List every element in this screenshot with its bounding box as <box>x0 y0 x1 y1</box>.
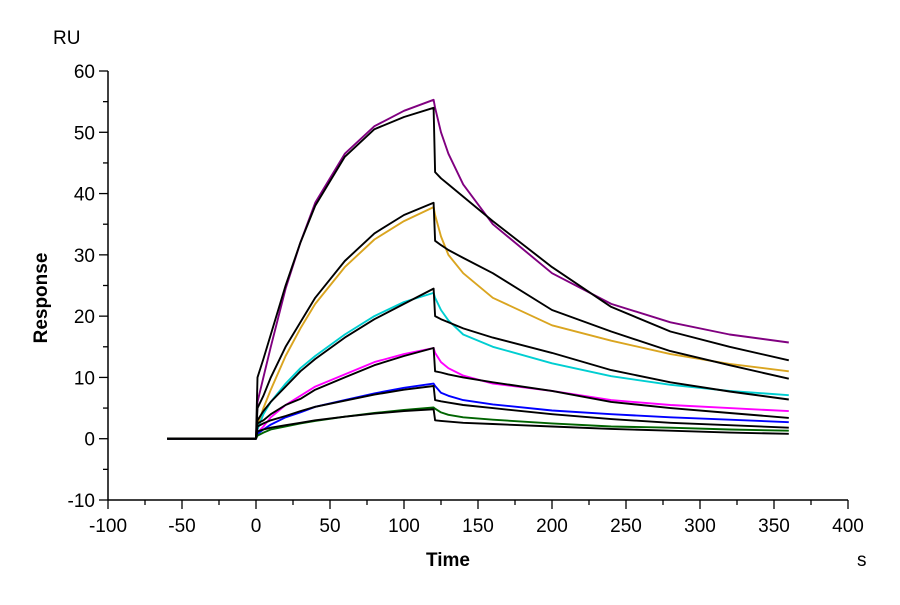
x-unit-label: s <box>857 550 867 571</box>
fit-curve <box>167 287 789 440</box>
y-tick-label: 0 <box>84 430 95 451</box>
x-tick-label: -100 <box>89 516 127 537</box>
x-tick-label: 300 <box>684 516 716 537</box>
x-tick-label: 400 <box>832 516 864 537</box>
fit-curve <box>167 106 790 440</box>
fit-curve <box>167 201 790 440</box>
y-tick-label: -10 <box>68 491 95 512</box>
y-tick-label: 50 <box>74 123 95 144</box>
y-axis-title: Response <box>31 253 52 344</box>
x-tick-label: 0 <box>251 516 262 537</box>
y-tick-label: 30 <box>74 246 95 267</box>
y-unit-label: RU <box>53 28 80 49</box>
fit-curve <box>167 408 789 440</box>
y-tick-label: 20 <box>74 307 95 328</box>
x-tick-label: 50 <box>319 516 340 537</box>
y-tick-label: 40 <box>74 185 95 206</box>
x-axis-title: Time <box>426 550 470 571</box>
series-layer <box>167 98 790 440</box>
x-tick-label: 350 <box>758 516 790 537</box>
x-tick-label: 150 <box>462 516 494 537</box>
x-tick-label: 100 <box>388 516 420 537</box>
x-tick-label: -50 <box>168 516 195 537</box>
x-tick-label: 250 <box>610 516 642 537</box>
y-tick-label: 10 <box>74 368 95 389</box>
fit-curve <box>167 385 789 440</box>
y-tick-label: 60 <box>74 62 95 83</box>
x-tick-label: 200 <box>536 516 568 537</box>
